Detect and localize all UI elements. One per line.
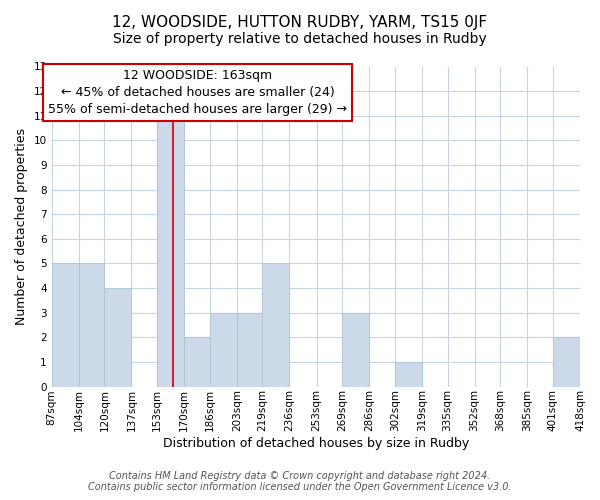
Text: Size of property relative to detached houses in Rudby: Size of property relative to detached ho… xyxy=(113,32,487,46)
Bar xyxy=(237,312,262,386)
Bar xyxy=(553,338,580,386)
Bar xyxy=(342,312,370,386)
Bar xyxy=(262,264,289,386)
Y-axis label: Number of detached properties: Number of detached properties xyxy=(15,128,28,325)
Text: Contains HM Land Registry data © Crown copyright and database right 2024.
Contai: Contains HM Land Registry data © Crown c… xyxy=(88,471,512,492)
Bar xyxy=(184,338,209,386)
Bar xyxy=(395,362,422,386)
Bar xyxy=(157,116,184,386)
Bar xyxy=(209,312,237,386)
Bar xyxy=(52,264,79,386)
Bar xyxy=(104,288,131,386)
X-axis label: Distribution of detached houses by size in Rudby: Distribution of detached houses by size … xyxy=(163,437,469,450)
Text: 12, WOODSIDE, HUTTON RUDBY, YARM, TS15 0JF: 12, WOODSIDE, HUTTON RUDBY, YARM, TS15 0… xyxy=(112,15,488,30)
Text: 12 WOODSIDE: 163sqm
← 45% of detached houses are smaller (24)
55% of semi-detach: 12 WOODSIDE: 163sqm ← 45% of detached ho… xyxy=(48,69,347,116)
Bar xyxy=(79,264,104,386)
